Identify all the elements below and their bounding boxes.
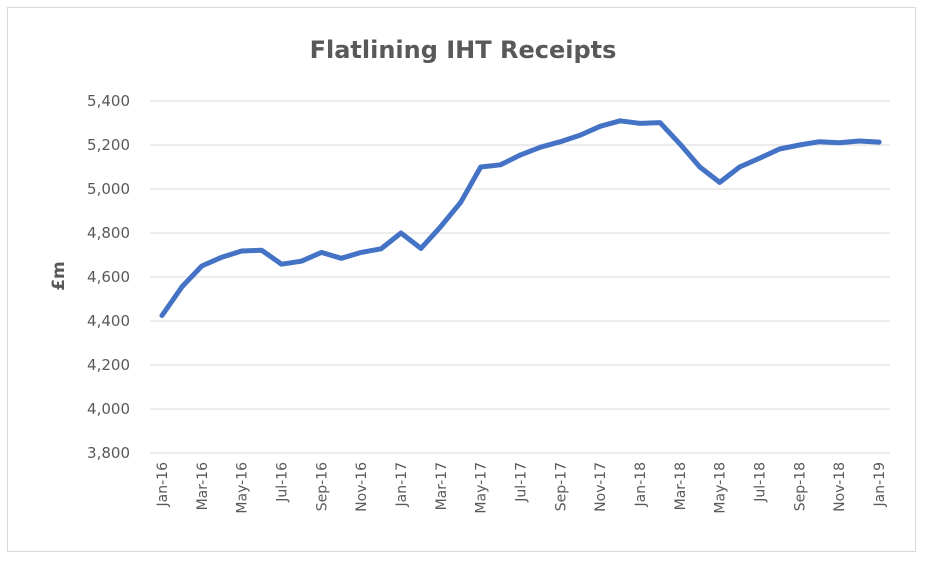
x-tick-label: Sep-17 xyxy=(553,462,569,511)
x-tick-label: Jan-18 xyxy=(633,462,649,507)
x-tick-label: Nov-16 xyxy=(354,462,370,512)
x-tick-label: May-16 xyxy=(235,462,251,514)
x-tick-label: Jan-19 xyxy=(872,462,888,507)
series-lines xyxy=(159,118,882,318)
y-tick-label: 5,000 xyxy=(87,180,130,198)
y-tick-label: 4,600 xyxy=(87,268,130,286)
x-axis-ticks: Jan-16 Mar-16 May-16 Jul-16 Sep-16 Nov-16 Jan-… xyxy=(155,462,888,514)
x-tick-label: May-17 xyxy=(474,462,490,514)
y-tick-label: 5,200 xyxy=(87,136,130,154)
x-tick-label: Nov-17 xyxy=(593,462,609,512)
y-tick-label: 4,000 xyxy=(87,400,130,418)
y-axis-label: £m xyxy=(49,261,69,291)
y-tick-label: 3,800 xyxy=(87,444,130,462)
x-tick-label: Jul-16 xyxy=(275,462,291,503)
y-tick-label: 4,400 xyxy=(87,312,130,330)
y-axis-ticks: 3,800 4,000 4,200 4,400 4,600 4,800 5,000 5,200… xyxy=(87,92,130,462)
x-tick-label: Mar-17 xyxy=(434,462,450,510)
y-tick-label: 4,200 xyxy=(87,356,130,374)
x-tick-label: Mar-18 xyxy=(673,462,689,510)
x-tick-label: Sep-18 xyxy=(792,462,808,511)
x-tick-label: Jul-18 xyxy=(753,462,769,503)
x-tick-label: Jan-16 xyxy=(155,462,171,508)
chart-frame xyxy=(7,7,916,552)
y-tick-label: 4,800 xyxy=(87,224,130,242)
x-tick-label: Jul-17 xyxy=(514,462,530,503)
chart-title: Flatlining IHT Receipts xyxy=(310,36,617,64)
series-line xyxy=(159,118,882,318)
y-tick-label: 5,400 xyxy=(87,92,130,110)
x-tick-label: Mar-16 xyxy=(195,462,211,510)
x-tick-label: May-18 xyxy=(713,462,729,514)
x-tick-label: Nov-18 xyxy=(832,462,848,512)
x-tick-label: Jan-17 xyxy=(394,462,410,507)
gridlines xyxy=(150,100,890,454)
x-tick-label: Sep-16 xyxy=(314,462,330,511)
